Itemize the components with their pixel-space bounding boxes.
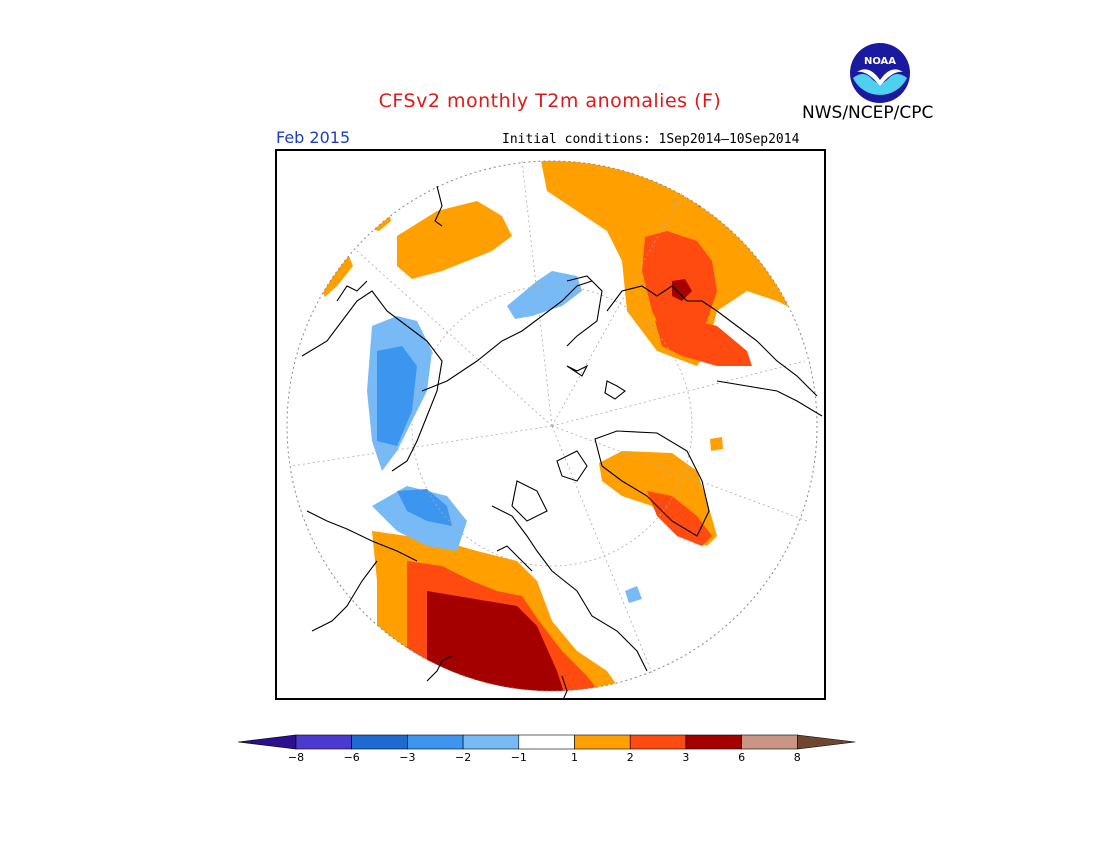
anomaly-pacific-blue-mid bbox=[397, 489, 452, 526]
map-boundary bbox=[286, 160, 818, 692]
initial-conditions-label: Initial conditions: 1Sep2014–10Sep2014 bbox=[502, 132, 800, 147]
anomaly-west-edge-orange bbox=[317, 251, 353, 297]
anomaly-west-edge-red bbox=[307, 273, 321, 296]
noaa-logo: NOAA bbox=[850, 43, 910, 103]
polar-map-frame bbox=[275, 149, 826, 700]
colorbar-bin bbox=[574, 734, 631, 750]
colorbar-bin bbox=[518, 734, 575, 750]
colorbar-bin bbox=[685, 734, 742, 750]
colorbar-tick-label: −6 bbox=[344, 751, 360, 764]
colorbar: −8 −6 −3 −2 −1 1 2 3 6 8 bbox=[238, 734, 856, 764]
coastlines bbox=[301, 185, 823, 698]
colorbar-bin bbox=[295, 734, 353, 750]
colorbar-tick-label: −8 bbox=[288, 751, 304, 764]
agency-label: NWS/NCEP/CPC bbox=[802, 103, 934, 123]
colorbar-bin bbox=[462, 734, 520, 750]
colorbar-tick-label: 3 bbox=[682, 751, 689, 764]
colorbar-tick-label: 8 bbox=[794, 751, 801, 764]
anomaly-central-asia-blue bbox=[507, 271, 582, 319]
colorbar-tick-label: 1 bbox=[571, 751, 578, 764]
colorbar-bin bbox=[796, 734, 856, 750]
anomaly-atlantic-orange bbox=[397, 201, 512, 279]
anomaly-pacific-blue bbox=[372, 486, 467, 551]
anomaly-nw-africa-orange bbox=[365, 201, 391, 231]
latitude-circle bbox=[411, 285, 693, 567]
anomaly-siberia-red-south bbox=[655, 316, 752, 366]
anomaly-siberia-darkred-dot bbox=[697, 195, 709, 207]
colorbar-bin bbox=[238, 734, 297, 750]
anomaly-western-na-darkred bbox=[427, 591, 567, 691]
colorbar-bin bbox=[407, 734, 464, 750]
colorbar-tick-label: −3 bbox=[399, 751, 415, 764]
colorbar-tick-label: 6 bbox=[738, 751, 745, 764]
anomaly-europe-blue-mid bbox=[377, 346, 417, 446]
anomaly-siberia-darkred bbox=[672, 279, 692, 301]
svg-text:NOAA: NOAA bbox=[864, 56, 896, 67]
polar-map bbox=[286, 160, 823, 698]
colorbar-bin bbox=[741, 734, 798, 750]
anomaly-greenland-red bbox=[647, 491, 712, 546]
anomaly-hudson-blue bbox=[625, 586, 642, 603]
colorbar-tick-label: 2 bbox=[627, 751, 634, 764]
map-title: CFSv2 monthly T2m anomalies (F) bbox=[378, 90, 722, 112]
meridians bbox=[291, 160, 808, 674]
valid-month-label: Feb 2015 bbox=[276, 128, 351, 147]
anomaly-iceland-orange bbox=[710, 437, 723, 451]
colorbar-bin bbox=[629, 734, 687, 750]
colorbar-bin bbox=[351, 734, 408, 750]
colorbar-tick-label: −2 bbox=[455, 751, 471, 764]
colorbar-tick-label: −1 bbox=[511, 751, 527, 764]
